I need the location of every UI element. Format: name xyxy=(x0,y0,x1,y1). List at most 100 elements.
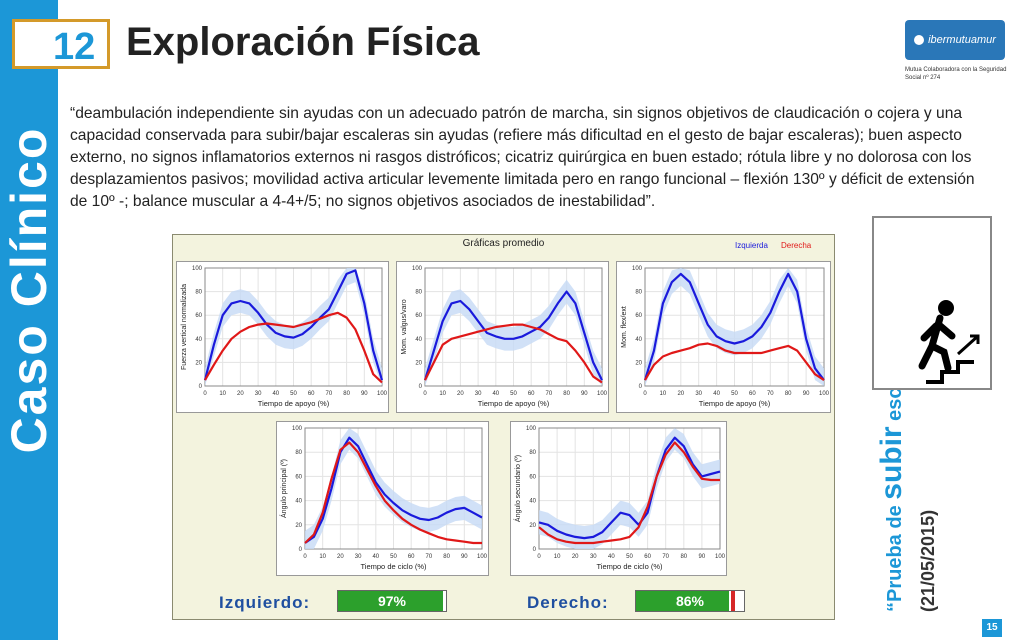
x-tick-label: 0 xyxy=(423,391,427,397)
x-tick-label: 10 xyxy=(660,391,667,397)
x-axis-label: Tiempo de ciclo (%) xyxy=(597,562,663,571)
y-tick-label: 0 xyxy=(419,384,423,390)
company-logo: ibermutuamur xyxy=(905,20,1005,60)
series-band xyxy=(305,428,482,549)
series-line-right xyxy=(304,441,482,545)
x-tick-label: 100 xyxy=(715,554,726,560)
y-tick-label: 80 xyxy=(635,290,642,296)
chart-secondary-angle: 0 10 20 30 40 50 60 70 80 90 100 0 20 40 60 80 100 Tiempo… xyxy=(510,421,727,576)
series-line-left xyxy=(203,269,384,381)
x-tick-label: 70 xyxy=(767,391,774,397)
y-axis-label: Mom. flex/ext xyxy=(621,306,628,348)
y-tick-label: 40 xyxy=(415,337,422,343)
right-score-bar: 86% xyxy=(635,590,745,612)
legend-left: Izquierda xyxy=(735,241,768,250)
x-tick-label: 60 xyxy=(408,554,415,560)
y-tick-label: 0 xyxy=(533,547,537,553)
y-tick-label: 100 xyxy=(192,266,203,272)
exploration-quote: “deambulación independiente sin ayudas c… xyxy=(70,105,975,210)
x-tick-label: 20 xyxy=(677,391,684,397)
y-tick-label: 80 xyxy=(295,450,302,456)
x-tick-label: 0 xyxy=(303,554,307,560)
x-tick-label: 70 xyxy=(662,554,669,560)
x-tick-label: 90 xyxy=(581,391,588,397)
left-score-bar: 97% xyxy=(337,590,447,612)
x-tick-label: 40 xyxy=(608,554,615,560)
x-tick-label: 60 xyxy=(528,391,535,397)
y-axis-label: Fuerza vertical normalizada xyxy=(181,284,188,370)
x-axis-label: Tiempo de apoyo (%) xyxy=(258,399,330,408)
gait-analysis-panel: Gráficas promedio Izquierda Derecha 0 10 2… xyxy=(172,234,835,620)
x-tick-label: 0 xyxy=(643,391,647,397)
y-tick-label: 0 xyxy=(639,384,643,390)
y-tick-label: 60 xyxy=(295,474,302,480)
logo-subtitle: Mutua Colaboradora con la Seguridad Soci… xyxy=(905,67,1007,81)
x-tick-label: 10 xyxy=(554,554,561,560)
x-tick-label: 60 xyxy=(308,391,315,397)
series-band xyxy=(539,428,720,549)
y-tick-label: 100 xyxy=(292,426,303,432)
series-line-left xyxy=(304,436,483,544)
y-tick-label: 40 xyxy=(195,337,202,343)
y-tick-label: 60 xyxy=(635,313,642,319)
y-tick-label: 80 xyxy=(529,450,536,456)
panel-title: Gráficas promedio xyxy=(462,238,545,249)
x-tick-label: 60 xyxy=(644,554,651,560)
legend-right: Derecha xyxy=(781,241,812,250)
sidebar-title: Caso Clínico xyxy=(1,126,57,454)
right-score-fill xyxy=(636,591,729,611)
y-tick-label: 0 xyxy=(199,384,203,390)
series-line-right xyxy=(424,323,603,384)
x-tick-label: 100 xyxy=(597,391,608,397)
x-tick-label: 30 xyxy=(590,554,597,560)
x-tick-label: 80 xyxy=(343,391,350,397)
x-tick-label: 90 xyxy=(361,391,368,397)
x-tick-label: 40 xyxy=(272,391,279,397)
x-tick-label: 100 xyxy=(477,554,488,560)
x-tick-label: 50 xyxy=(510,391,517,397)
x-tick-label: 80 xyxy=(680,554,687,560)
y-tick-label: 20 xyxy=(295,523,302,529)
x-tick-label: 20 xyxy=(237,391,244,397)
x-tick-label: 50 xyxy=(626,554,633,560)
x-tick-label: 60 xyxy=(749,391,756,397)
right-score-deficit xyxy=(730,591,735,611)
left-score-fill xyxy=(338,591,443,611)
x-tick-label: 100 xyxy=(819,391,830,397)
x-tick-label: 0 xyxy=(537,554,541,560)
x-tick-label: 70 xyxy=(426,554,433,560)
x-tick-label: 30 xyxy=(355,554,362,560)
plot-frame xyxy=(204,267,383,387)
x-tick-label: 10 xyxy=(439,391,446,397)
y-tick-label: 20 xyxy=(195,360,202,366)
left-score-value: 97% xyxy=(377,593,407,609)
y-axis-label: Ángulo principal (º) xyxy=(279,459,288,518)
plot-frame xyxy=(424,267,603,387)
x-tick-label: 20 xyxy=(457,391,464,397)
y-tick-label: 40 xyxy=(529,499,536,505)
x-tick-label: 80 xyxy=(785,391,792,397)
y-tick-label: 100 xyxy=(412,266,423,272)
slide-number: 12 xyxy=(53,26,96,68)
x-tick-label: 10 xyxy=(319,554,326,560)
y-tick-label: 80 xyxy=(195,290,202,296)
chart-valgus-varus-moment: 0 10 20 30 40 50 60 70 80 90 100 0 20 40 60 80 100 Tiempo… xyxy=(396,261,609,413)
plot-frame xyxy=(304,427,483,550)
page-title: Exploración Física xyxy=(126,20,480,64)
y-tick-label: 100 xyxy=(526,426,537,432)
stairs-test-word: subir xyxy=(875,426,908,500)
y-tick-label: 40 xyxy=(295,499,302,505)
x-tick-label: 40 xyxy=(372,554,379,560)
series-band xyxy=(645,268,824,386)
slide-number-box: 12 xyxy=(12,19,110,69)
x-tick-label: 80 xyxy=(443,554,450,560)
y-tick-label: 100 xyxy=(632,266,643,272)
x-tick-label: 40 xyxy=(492,391,499,397)
series-line-right xyxy=(204,311,383,384)
right-score-value: 86% xyxy=(675,593,705,609)
page-number: 15 xyxy=(982,619,1002,637)
x-tick-label: 20 xyxy=(337,554,344,560)
left-score-label: Izquierdo: xyxy=(219,593,311,612)
series-line-right xyxy=(644,342,825,382)
x-tick-label: 10 xyxy=(219,391,226,397)
